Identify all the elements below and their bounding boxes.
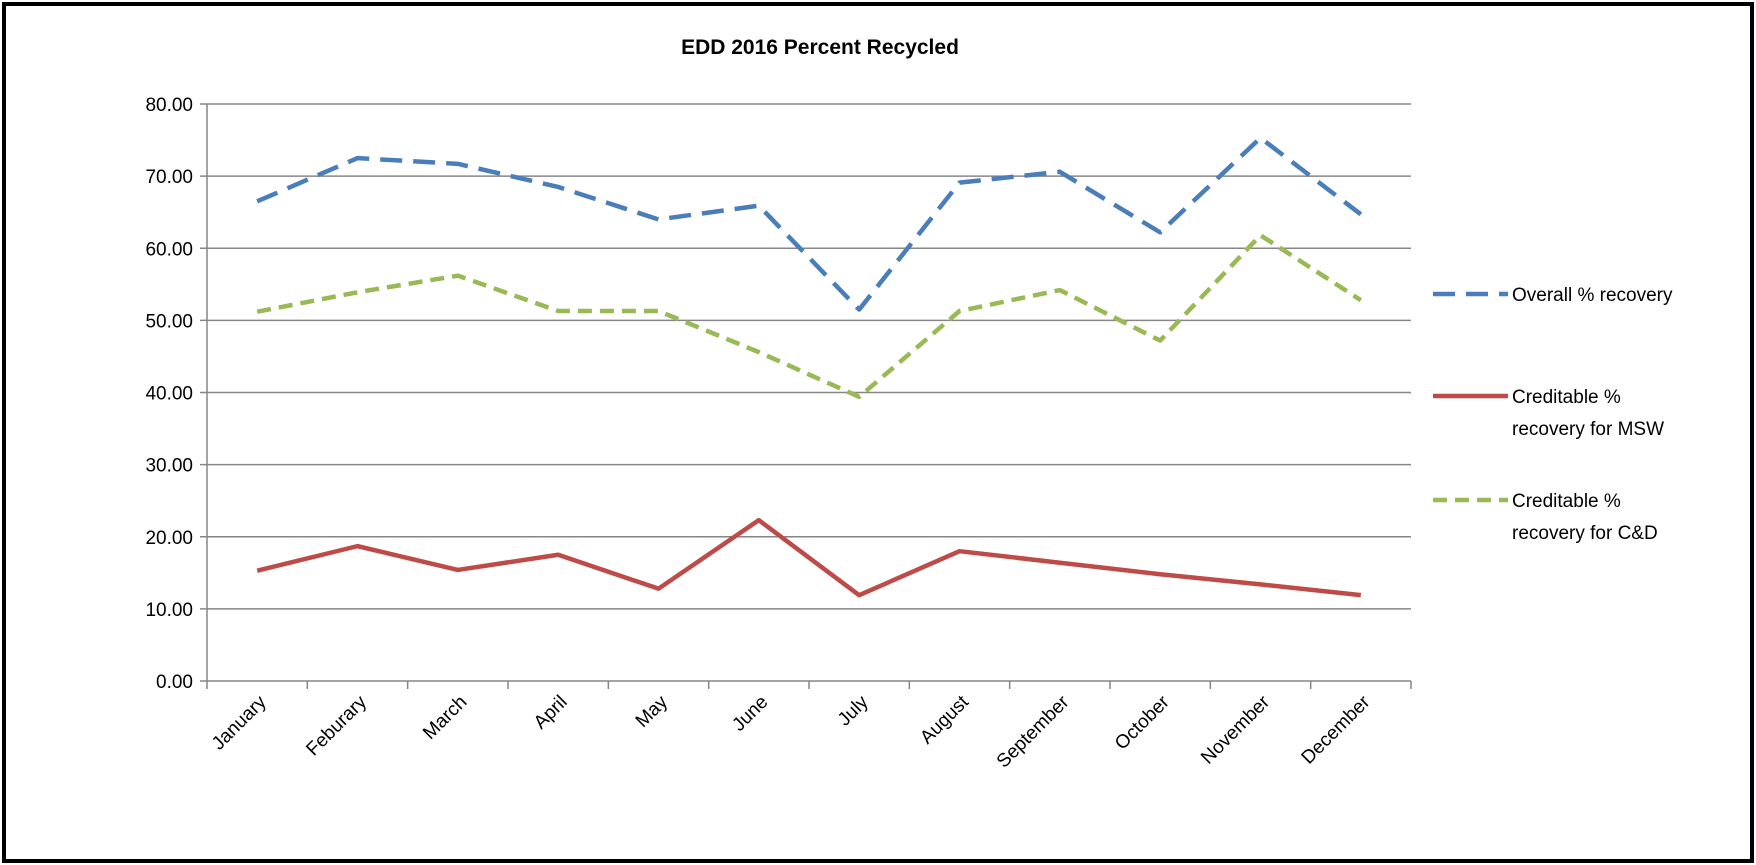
data-point	[957, 548, 963, 554]
y-tick-label: 30.00	[145, 456, 193, 477]
data-point	[1057, 560, 1063, 566]
legend-label: Creditable %	[1512, 491, 1621, 512]
y-tick-label: 60.00	[145, 239, 193, 260]
data-point	[656, 308, 662, 314]
data-point	[254, 309, 260, 315]
legend-label: recovery for C&D	[1512, 523, 1658, 544]
y-tick-label: 0.00	[156, 672, 193, 693]
legend-label: recovery for MSW	[1512, 419, 1664, 440]
data-point	[1258, 581, 1264, 587]
data-point	[1157, 571, 1163, 577]
data-point	[355, 155, 361, 161]
legend-label: Overall % recovery	[1512, 285, 1673, 306]
data-point	[1157, 229, 1163, 235]
data-point	[254, 568, 260, 574]
y-tick-label: 80.00	[145, 95, 193, 116]
data-point	[455, 567, 461, 573]
data-point	[455, 161, 461, 167]
y-tick-label: 10.00	[145, 600, 193, 621]
y-tick-label: 50.00	[145, 311, 193, 332]
data-point	[555, 184, 561, 190]
series-line-2	[256, 517, 1362, 598]
data-point	[756, 203, 762, 209]
legend: Overall % recovery Creditable % recovery f…	[1433, 285, 1673, 544]
data-point	[1258, 232, 1264, 238]
data-point	[455, 273, 461, 279]
y-tick-label: 40.00	[145, 384, 193, 405]
data-point	[1157, 338, 1163, 344]
data-point	[856, 592, 862, 598]
data-point	[1057, 169, 1063, 175]
data-point	[656, 586, 662, 592]
data-point	[355, 543, 361, 549]
data-point	[555, 552, 561, 558]
series-line-1	[256, 135, 1363, 312]
data-point	[1258, 135, 1264, 141]
data-point	[957, 308, 963, 314]
data-point	[254, 198, 260, 204]
data-point	[756, 517, 762, 523]
grid-layer	[207, 103, 1411, 610]
data-point	[957, 180, 963, 186]
series-layer	[254, 135, 1364, 598]
legend-label: Creditable %	[1512, 387, 1621, 408]
series-line-3	[256, 233, 1363, 400]
y-tick-label: 20.00	[145, 528, 193, 549]
data-point	[1358, 297, 1364, 303]
chart-title: EDD 2016 Percent Recycled	[681, 36, 959, 59]
data-point	[856, 394, 862, 400]
data-point	[555, 308, 561, 314]
data-point	[1057, 287, 1063, 293]
data-point	[856, 307, 862, 313]
y-tick-label: 70.00	[145, 167, 193, 188]
data-point	[1358, 592, 1364, 598]
data-point	[656, 216, 662, 222]
data-point	[1358, 211, 1364, 217]
data-point	[355, 289, 361, 295]
data-point	[756, 349, 762, 355]
